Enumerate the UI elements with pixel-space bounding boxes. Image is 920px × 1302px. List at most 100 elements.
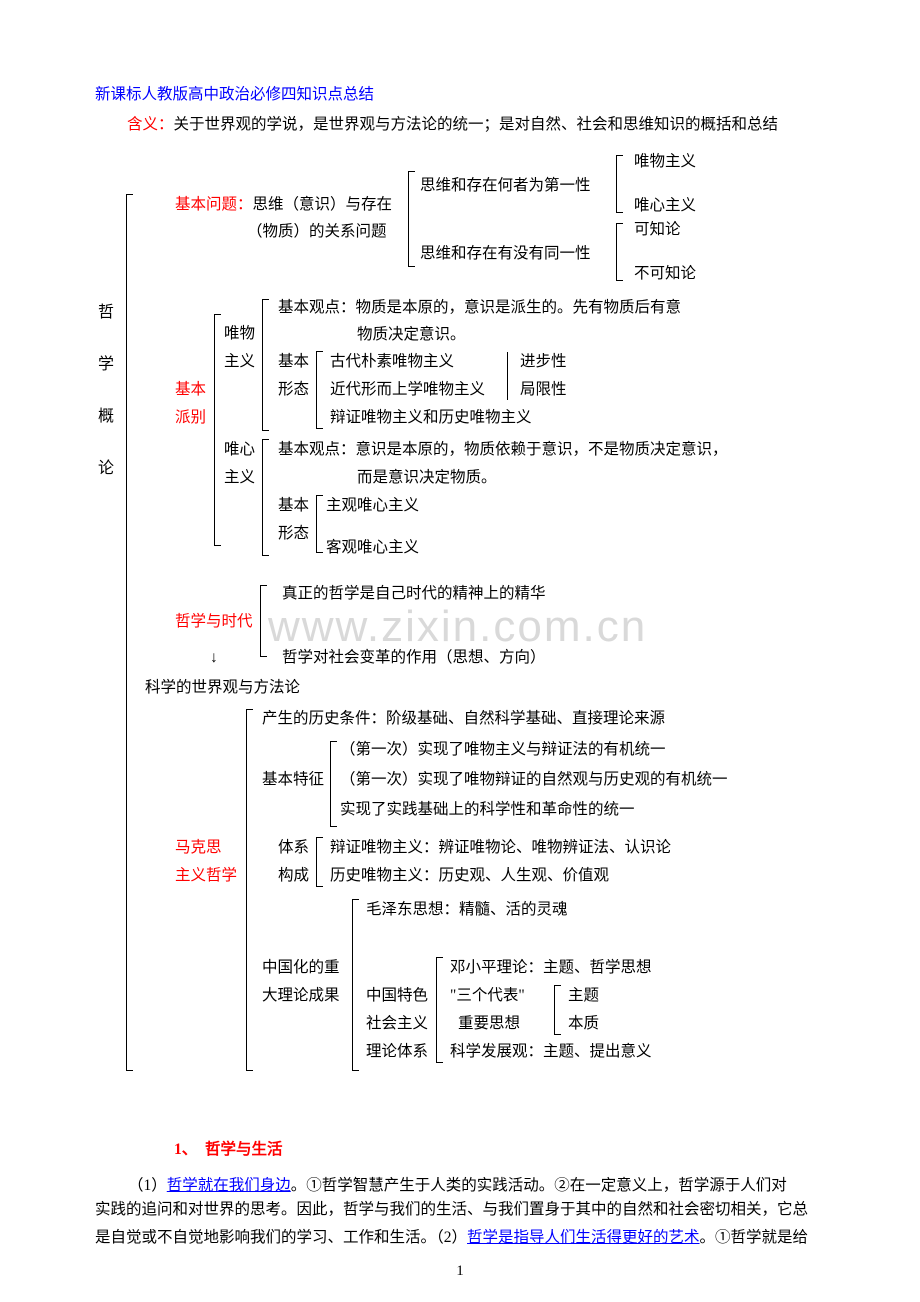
weixin-forms-l1: 基本: [278, 496, 309, 516]
cn-brace: [352, 900, 353, 1070]
cn-l2: 大理论成果: [262, 986, 340, 1006]
root-char-3: 概: [98, 402, 114, 426]
section-num: 1、: [174, 1141, 197, 1158]
root-char-1: 哲: [98, 298, 114, 322]
p-link2[interactable]: 哲学是指导人们生活得更好的艺术: [467, 1229, 700, 1246]
weiwu-forms-brace: [316, 352, 317, 428]
definition-label: 含义：: [127, 116, 174, 133]
p-t4: 是自觉或不自觉地影响我们的学习、工作和生活。（2）: [95, 1229, 467, 1246]
weiwu-view-label: 基本观点：: [278, 299, 356, 316]
feature2: （第一次）实现了唯物辩证的自然观与历史观的有机统一: [340, 770, 728, 790]
schools-brace: [214, 315, 215, 545]
document-page: 新课标人教版高中政治必修四知识点总结 含义：关于世界观的学说，是世界观与方法论的…: [0, 0, 920, 1302]
weixin-forms-brace: [316, 496, 317, 552]
page-title: 新课标人教版高中政治必修四知识点总结: [95, 85, 374, 105]
root-char-2: 学: [98, 350, 114, 374]
weiwu-note1: 进步性: [520, 352, 567, 372]
mao: 毛泽东思想：精髓、活的灵魂: [366, 900, 568, 920]
watermark: www.zixin.com.cn: [268, 602, 647, 652]
weiwu-brace: [262, 300, 263, 430]
three-rep-brace: [554, 986, 555, 1034]
system-l1: 体系: [278, 838, 309, 858]
weiwu-f1: 古代朴素唯物主义: [330, 352, 454, 372]
weiwu-l1: 唯物: [224, 324, 255, 344]
era-brace: [260, 586, 261, 656]
sci-dev: 科学发展观：主题、提出意义: [450, 1042, 652, 1062]
marx-l2: 主义哲学: [175, 866, 237, 886]
weiwu-forms-l1: 基本: [278, 352, 309, 372]
marx-l1: 马克思: [175, 838, 222, 858]
system2: 历史唯物主义：历史观、人生观、价值观: [330, 866, 609, 886]
root-char-4: 论: [98, 454, 114, 478]
scientific-view: 科学的世界观与方法论: [145, 678, 300, 698]
definition-line: 含义：关于世界观的学说，是世界观与方法论的统一；是对自然、社会和思维知识的概括和…: [127, 115, 778, 135]
arrow-down: ↓: [210, 648, 218, 668]
body-paragraph: （1）哲学就在我们身边。①哲学智慧产生于人类的实践活动。②在一定意义上，哲学源于…: [128, 1172, 828, 1200]
weixin-f2: 客观唯心主义: [326, 538, 419, 558]
feature1: （第一次）实现了唯物主义与辩证法的有机统一: [340, 740, 666, 760]
p-link1[interactable]: 哲学就在我们身边: [167, 1177, 291, 1194]
weiwu-forms-l2: 形态: [278, 380, 309, 400]
era-b1: 真正的哲学是自己时代的精神上的精华: [282, 584, 546, 604]
bq-brace: [408, 172, 409, 266]
schools-label1: 基本: [175, 380, 206, 400]
section-title: 哲学与生活: [205, 1141, 283, 1158]
section-heading: 1、 哲学与生活: [174, 1140, 283, 1160]
p-t1: （1）: [128, 1177, 167, 1194]
era-label: 哲学与时代: [175, 612, 253, 632]
p-line2: 实践的追问和对世界的思考。因此，哲学与我们的生活、与我们置身于其中的自然和社会密…: [95, 1200, 808, 1220]
feature3: 实现了实践基础上的科学性和革命性的统一: [340, 800, 635, 820]
weiwu-l2: 主义: [224, 352, 255, 372]
weixin-l2: 主义: [224, 468, 255, 488]
weixin-forms-l2: 形态: [278, 524, 309, 544]
era-b2: 哲学对社会变革的作用（思想、方向）: [282, 648, 546, 668]
p-line3: 是自觉或不自觉地影响我们的学习、工作和生活。（2）哲学是指导人们生活得更好的艺术…: [95, 1228, 808, 1248]
three-rep-sub2: 本质: [568, 1014, 599, 1034]
definition-text: 关于世界观的学说，是世界观与方法论的统一；是对自然、社会和思维知识的概括和总结: [174, 116, 779, 133]
weixin-brace: [262, 440, 263, 555]
weixin-f1: 主观唯心主义: [326, 496, 419, 516]
features-label: 基本特征: [262, 770, 324, 790]
weiwu-f3: 辩证唯物主义和历史唯物主义: [330, 408, 532, 428]
bq-b2a: 可知论: [634, 220, 681, 240]
page-number: 1: [0, 1263, 920, 1280]
cn-soc-brace: [436, 958, 437, 1062]
p-t5: 。①哲学就是给: [700, 1229, 809, 1246]
cn-l1: 中国化的重: [262, 958, 340, 978]
weiwu-view: 基本观点：物质是本原的，意识是派生的。先有物质后有意: [278, 298, 681, 318]
weiwu-view-t2: 物质决定意识。: [357, 325, 466, 345]
weixin-view-label: 基本观点：: [278, 441, 356, 458]
bq-text1: 思维（意识）与存在: [253, 196, 393, 213]
system-l2: 构成: [278, 866, 309, 886]
three-rep1: "三个代表": [450, 986, 525, 1006]
basic-question-row1: 基本问题：思维（意识）与存在: [175, 195, 392, 215]
bq-b1b: 唯心主义: [634, 196, 696, 216]
marx-brace: [246, 710, 247, 1070]
historical-cond: 产生的历史条件：阶级基础、自然科学基础、直接理论来源: [262, 709, 665, 729]
bq-branch1: 思维和存在何者为第一性: [420, 176, 591, 196]
three-rep-sub1: 主题: [568, 986, 599, 1006]
bq-text2: （物质）的关系问题: [247, 222, 387, 242]
cn-soc3: 理论体系: [366, 1042, 428, 1062]
weixin-view: 基本观点：意识是本原的，物质依赖于意识，不是物质决定意识，: [278, 440, 728, 460]
weixin-view-t1: 意识是本原的，物质依赖于意识，不是物质决定意识，: [356, 441, 728, 458]
weiwu-forms-rbrace: [507, 352, 508, 400]
bq-label: 基本问题：: [175, 196, 253, 213]
schools-label2: 派别: [175, 408, 206, 428]
bq-b2b: 不可知论: [634, 264, 696, 284]
weixin-l1: 唯心: [224, 440, 255, 460]
deng: 邓小平理论：主题、哲学思想: [450, 958, 652, 978]
weiwu-note2: 局限性: [520, 380, 567, 400]
weiwu-view-t1: 物质是本原的，意识是派生的。先有物质后有意: [356, 299, 682, 316]
bq-b1-brace: [616, 156, 617, 212]
system1: 辩证唯物主义：辨证唯物论、唯物辨证法、认识论: [330, 838, 671, 858]
root-brace: [126, 195, 127, 1070]
cn-soc2: 社会主义: [366, 1014, 428, 1034]
bq-b1a: 唯物主义: [634, 152, 696, 172]
system-brace: [316, 838, 317, 886]
bq-branch2: 思维和存在有没有同一性: [420, 244, 591, 264]
p-t2: 。①哲学智慧产生于人类的实践活动。②在一定意义上，哲学源于人们对: [291, 1177, 787, 1194]
bq-b2-brace: [616, 224, 617, 280]
features-brace: [330, 742, 331, 826]
weixin-view-t2: 而是意识决定物质。: [357, 468, 497, 488]
